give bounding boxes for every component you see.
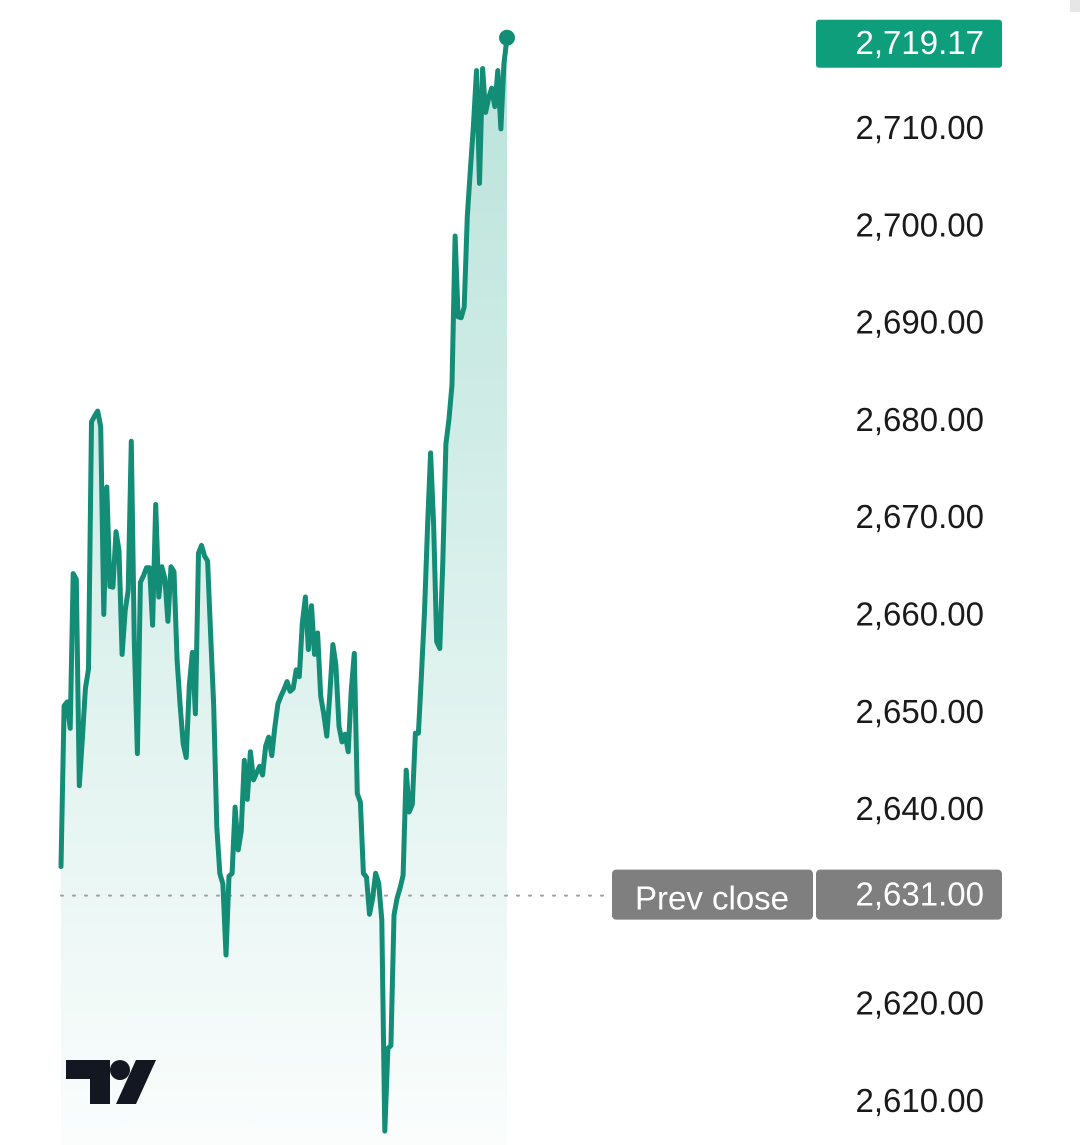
price-axis-tick-label: 2,710.00 — [856, 109, 984, 146]
price-axis-tick-label: 2,640.00 — [856, 790, 984, 827]
price-axis-tick-label: 2,650.00 — [856, 693, 984, 730]
scrollbar-thumb[interactable] — [1070, 0, 1080, 12]
price-axis-tick-label: 2,660.00 — [856, 596, 984, 633]
price-axis-tick-label: 2,680.00 — [856, 401, 984, 438]
last-price-tag-background — [816, 19, 1002, 68]
tradingview-logo — [66, 1060, 156, 1104]
prev-close-caption-background — [612, 869, 813, 920]
price-axis-tick-label: 2,690.00 — [856, 304, 984, 341]
price-axis: 2,710.00 2,700.00 2,690.00 2,680.00 2,670.00… — [856, 109, 984, 1119]
prev-close-value-background — [816, 869, 1002, 920]
prev-close-value: 2,631.00 — [856, 876, 984, 913]
price-axis-tick-label: 2,620.00 — [856, 985, 984, 1022]
prev-close-tag: Prev close 2,631.00 — [612, 869, 1002, 920]
price-area-fill — [61, 37, 507, 1145]
last-price-tag: 2,719.17 — [816, 19, 1002, 68]
price-axis-tick-label: 2,700.00 — [856, 206, 984, 243]
price-axis-tick-label: 2,610.00 — [856, 1082, 984, 1119]
price-axis-tick-label: 2,670.00 — [856, 498, 984, 535]
price-line — [58, 35, 510, 1134]
last-price-label: 2,719.17 — [856, 24, 984, 61]
last-price-point — [499, 29, 515, 46]
prev-close-caption: Prev close — [635, 880, 789, 917]
